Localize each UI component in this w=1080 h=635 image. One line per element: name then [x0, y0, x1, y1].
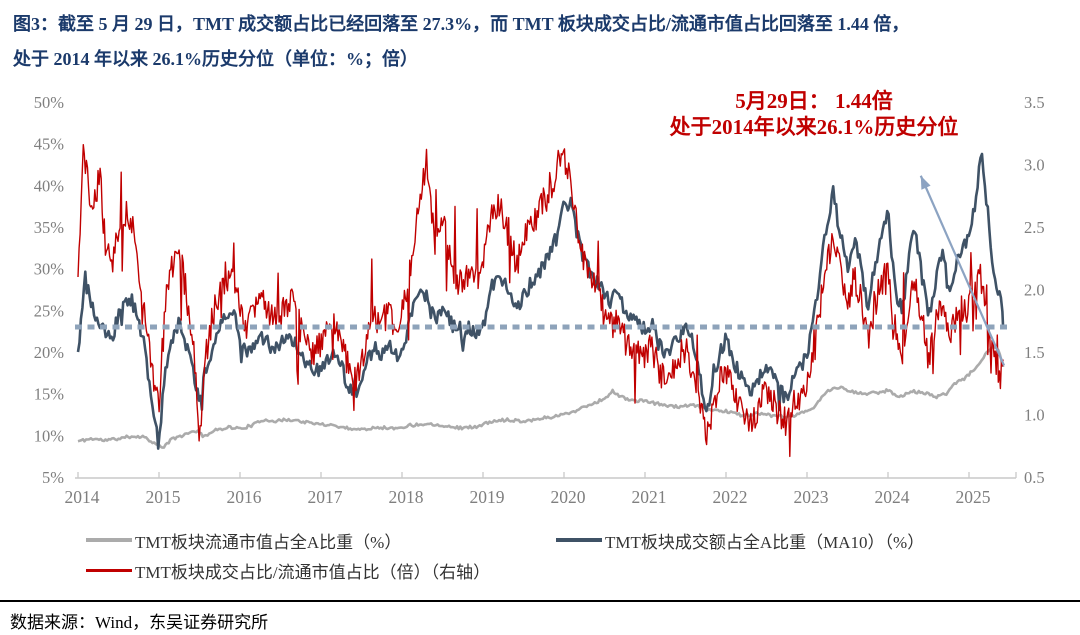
legend-marker-navy-line [556, 538, 602, 542]
svg-text:2020: 2020 [551, 487, 586, 507]
svg-text:3.0: 3.0 [1024, 156, 1045, 175]
legend-label-market-cap-share: TMT板块流通市值占全A比重（%） [135, 532, 402, 552]
annotation-line2: 处于2014年以来26.1%历史分位 [669, 115, 959, 139]
svg-text:2025: 2025 [956, 487, 991, 507]
legend-label-ratio: TMT板块成交占比/流通市值占比（倍）（右轴） [135, 562, 491, 582]
footer-divider [0, 600, 1080, 602]
figure-title-line2: 处于 2014 年以来 26.1%历史分位（单位：%；倍） [13, 49, 418, 69]
svg-text:3.5: 3.5 [1024, 93, 1045, 112]
svg-text:2024: 2024 [875, 487, 910, 507]
legend-item-ratio: TMT板块成交占比/流通市值占比（倍）（右轴） [86, 559, 491, 582]
svg-text:10%: 10% [34, 426, 65, 445]
svg-text:2.0: 2.0 [1024, 281, 1045, 300]
svg-text:2016: 2016 [227, 487, 262, 507]
legend-marker-gray-line [86, 538, 132, 542]
svg-text:30%: 30% [34, 260, 65, 279]
svg-text:20%: 20% [34, 343, 65, 362]
data-source: 数据来源：Wind，东吴证券研究所 [10, 613, 269, 632]
svg-text:1.0: 1.0 [1024, 406, 1045, 425]
svg-text:2017: 2017 [308, 487, 343, 507]
svg-text:45%: 45% [34, 135, 65, 154]
svg-text:2014: 2014 [65, 487, 100, 507]
svg-text:2.5: 2.5 [1024, 218, 1045, 237]
svg-text:25%: 25% [34, 301, 65, 320]
legend-item-turnover-share: TMT板块成交额占全A比重（MA10）（%） [556, 529, 925, 552]
svg-text:2023: 2023 [794, 487, 829, 507]
svg-text:5%: 5% [42, 468, 64, 487]
legend-marker-red-line [86, 568, 132, 572]
svg-text:2019: 2019 [470, 487, 505, 507]
svg-text:2018: 2018 [389, 487, 424, 507]
svg-text:2015: 2015 [146, 487, 181, 507]
annotation-line1: 5月29日： 1.44倍 [735, 89, 893, 113]
svg-text:15%: 15% [34, 385, 65, 404]
svg-text:50%: 50% [34, 93, 65, 112]
svg-text:40%: 40% [34, 176, 65, 195]
chart-annotation: 5月29日： 1.44倍 处于2014年以来26.1%历史分位 [608, 88, 1020, 140]
figure-title-line1: 图3：截至 5 月 29 日，TMT 成交额占比已经回落至 27.3%，而 TM… [13, 14, 910, 34]
svg-text:2022: 2022 [713, 487, 748, 507]
svg-text:0.5: 0.5 [1024, 468, 1045, 487]
figure-title: 图3：截至 5 月 29 日，TMT 成交额占比已经回落至 27.3%，而 TM… [13, 7, 1069, 77]
legend-label-turnover-share: TMT板块成交额占全A比重（MA10）（%） [605, 532, 925, 552]
svg-text:2021: 2021 [632, 487, 667, 507]
svg-text:35%: 35% [34, 218, 65, 237]
svg-text:1.5: 1.5 [1024, 343, 1045, 362]
legend-item-market-cap-share: TMT板块流通市值占全A比重（%） [86, 529, 402, 552]
